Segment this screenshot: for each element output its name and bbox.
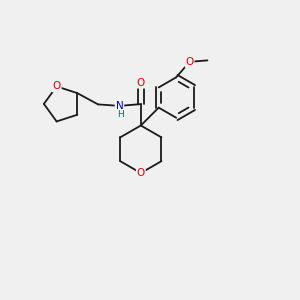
Text: O: O <box>185 57 194 67</box>
Text: O: O <box>137 168 145 178</box>
Text: O: O <box>52 81 61 92</box>
Text: H: H <box>117 110 123 119</box>
Text: N: N <box>116 101 123 111</box>
Text: O: O <box>137 78 145 88</box>
